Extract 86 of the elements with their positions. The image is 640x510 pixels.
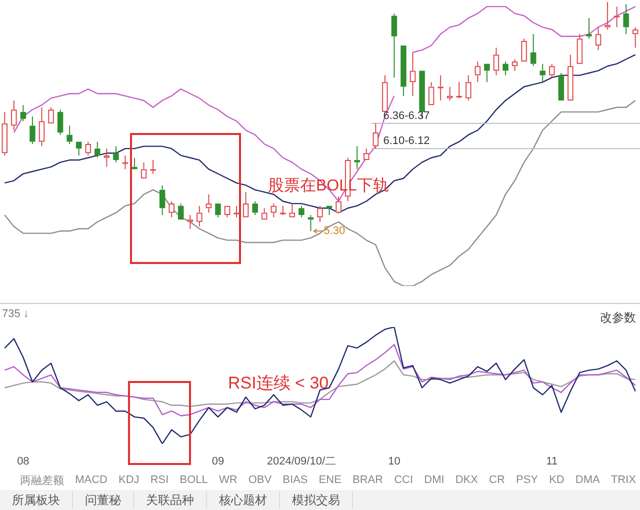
text: WR xyxy=(218,474,238,486)
candlestick xyxy=(30,116,36,144)
candlestick xyxy=(113,146,119,163)
candlestick xyxy=(178,203,184,220)
text: BOLL xyxy=(180,474,208,486)
text: BIAS xyxy=(282,474,308,486)
candlestick xyxy=(540,63,546,83)
candlestick xyxy=(428,82,434,106)
candlestick xyxy=(391,12,398,78)
candlestick xyxy=(270,203,276,218)
candlestick xyxy=(354,146,360,170)
annotation: 5.30 xyxy=(324,225,346,238)
text: OBV xyxy=(248,474,272,486)
candlestick xyxy=(632,26,638,48)
annotation: 6.10-6.12 xyxy=(383,135,430,148)
candlestick xyxy=(568,54,574,100)
candlestick xyxy=(187,214,194,230)
text: DKX xyxy=(455,474,478,486)
candlestick xyxy=(466,74,472,101)
text: 两融差额 xyxy=(20,474,64,488)
candlestick xyxy=(521,38,527,62)
candlestick xyxy=(623,4,629,35)
candlestick xyxy=(364,148,370,160)
candlestick xyxy=(261,208,268,220)
text: ENE xyxy=(318,474,342,486)
text: CCI xyxy=(394,474,414,486)
candlestick xyxy=(604,2,610,30)
candlestick xyxy=(20,104,26,122)
candlestick xyxy=(298,205,304,218)
candlestick xyxy=(85,141,91,156)
x-tick-label: 11 xyxy=(546,455,558,468)
candlestick xyxy=(317,205,323,222)
x-tick-label: 2024/09/10/二 xyxy=(266,455,336,468)
candlestick xyxy=(595,26,602,51)
candlestick xyxy=(336,196,342,213)
text: DMA xyxy=(575,474,600,486)
candlestick xyxy=(66,125,72,144)
text: 核心题材 xyxy=(207,491,280,509)
candlestick xyxy=(104,148,110,168)
candlestick xyxy=(76,142,82,156)
candlestick xyxy=(215,204,221,218)
text: 改参数 xyxy=(600,310,636,324)
text: DMI xyxy=(424,474,444,486)
candlestick xyxy=(372,122,379,150)
candlestick xyxy=(38,106,45,147)
text: 735 ↓ xyxy=(2,308,29,320)
candlestick xyxy=(206,194,212,214)
candlestick xyxy=(493,47,500,76)
x-tick-label: 08 xyxy=(17,455,30,468)
candlestick xyxy=(512,58,518,72)
candlestick xyxy=(242,192,249,218)
text: 模拟交易 xyxy=(280,491,353,509)
candlestick xyxy=(140,162,147,178)
text: BRAR xyxy=(352,474,384,486)
candlestick xyxy=(196,205,202,227)
candlestick xyxy=(586,18,592,40)
candlestick xyxy=(502,61,508,76)
candlestick xyxy=(289,203,296,218)
text: CR xyxy=(489,474,505,486)
annotation: RSI连续 < 30 xyxy=(228,374,329,393)
text: PSY xyxy=(516,474,538,486)
text: TRIX xyxy=(610,474,636,486)
candlestick xyxy=(410,52,416,96)
text: 关联品种 xyxy=(134,491,207,509)
candlestick xyxy=(474,61,481,83)
x-tick-label: 10 xyxy=(388,455,400,468)
candlestick xyxy=(57,109,64,136)
text: RSI xyxy=(150,474,169,486)
candlestick xyxy=(159,184,166,216)
text: MACD xyxy=(75,474,108,486)
candlestick xyxy=(252,200,258,216)
text: KDJ xyxy=(118,474,140,486)
candlestick xyxy=(530,34,536,67)
text: 问董秘 xyxy=(73,491,134,509)
candlestick xyxy=(224,206,230,218)
candlestick xyxy=(2,111,8,156)
candlestick xyxy=(446,86,453,101)
candlestick xyxy=(382,74,388,112)
candlestick xyxy=(558,72,564,100)
candlestick xyxy=(94,141,100,158)
text: 所属板块 xyxy=(0,491,73,509)
candlestick xyxy=(576,34,583,64)
candlestick xyxy=(11,100,17,131)
x-tick-label: 09 xyxy=(212,455,224,468)
text: KD xyxy=(549,474,564,486)
candlestick xyxy=(168,200,174,218)
